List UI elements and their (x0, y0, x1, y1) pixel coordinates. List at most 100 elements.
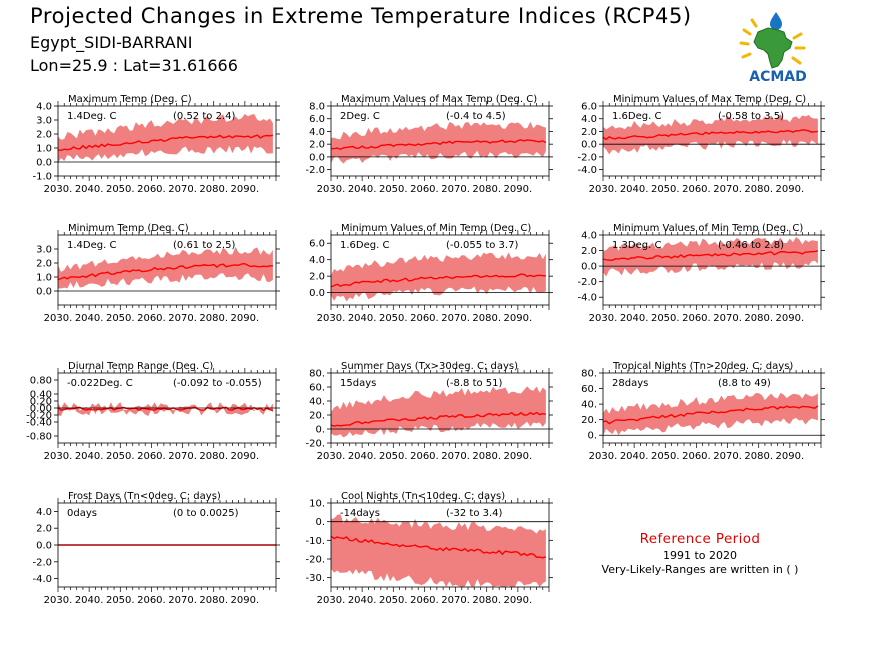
y-tick-label: 8.0 (309, 102, 325, 113)
median-line (330, 139, 547, 151)
x-tick-label: 2040. (75, 451, 104, 462)
chart-panel: -20.0.20.40.60.80.2030. 2040. 2050. 2060. 20… (305, 361, 553, 462)
y-tick-label: 2.0 (581, 246, 597, 257)
x-tick-label: 2060. (410, 595, 439, 606)
plot-frame (602, 105, 822, 177)
y-tick-label: 0.0 (581, 140, 597, 151)
chart-title: Minimum Values of Min Temp (Deg. C) (341, 223, 531, 234)
chart-title: Maximum Temp (Deg. C) (68, 94, 192, 105)
x-tick-label: 2090. (231, 184, 260, 195)
chart-value-label: 28days (612, 378, 648, 389)
x-tick-label: 2030. (44, 184, 73, 195)
x-tick-label: 2040. (348, 313, 377, 324)
x-tick-label: 2060. (137, 184, 166, 195)
y-tick-label: 3.0 (36, 116, 52, 127)
y-tick-label: 0. (587, 431, 597, 442)
median-line (602, 129, 818, 141)
sun-rays-icon (739, 18, 806, 65)
page-title: Projected Changes in Extreme Temperature… (30, 4, 692, 28)
x-tick-label: 2080. (472, 313, 501, 324)
chart-title: Diurnal Temp Range (Deg. C) (68, 361, 213, 372)
chart-title: Maximum Values of Max Temp (Deg. C) (341, 94, 537, 105)
x-tick-label: 2070. (713, 313, 742, 324)
y-tick-label: 4.0 (309, 127, 325, 138)
y-tick-label: 80. (309, 369, 325, 380)
chart-title: Minimum Temp (Deg. C) (68, 223, 189, 234)
x-tick-label: 2080. (199, 313, 228, 324)
y-tick-label: 6.0 (309, 239, 325, 250)
chart-title: Minimum Values of Max Temp (Deg. C) (613, 94, 806, 105)
x-tick-label: 2070. (713, 451, 742, 462)
likely-range-band (331, 514, 546, 587)
chart-value-label: -0.022Deg. C (67, 378, 133, 389)
y-tick-label: 0.0 (36, 287, 52, 298)
x-tick-label: 2060. (410, 451, 439, 462)
y-tick-label: 6.0 (581, 102, 597, 113)
chart-value-label: 15days (340, 378, 376, 389)
chart-range-label: (-0.46 to 2.8) (718, 240, 784, 251)
median-line (330, 411, 547, 427)
x-tick-label: 2060. (410, 313, 439, 324)
median-line (602, 250, 819, 261)
y-tick-label: -30. (305, 573, 325, 584)
x-tick-label: 2030. (44, 595, 73, 606)
y-tick-label: -20. (305, 555, 325, 566)
y-tick-label: 40. (581, 400, 597, 411)
likely-range-band (331, 121, 546, 164)
y-tick-label: 20. (581, 415, 597, 426)
y-tick-label: 2.0 (309, 272, 325, 283)
chart-value-label: 2Deg. C (340, 111, 380, 122)
chart-range-label: (-0.092 to -0.055) (173, 378, 262, 389)
acmad-logo: ACMAD (739, 12, 807, 84)
x-tick-label: 2050. (651, 451, 680, 462)
x-tick-label: 2070. (168, 451, 197, 462)
x-tick-label: 2070. (168, 184, 197, 195)
y-tick-label: 0.20 (30, 397, 52, 408)
x-tick-label: 2090. (231, 595, 260, 606)
x-tick-label: 2030. (317, 451, 346, 462)
x-tick-label: 2090. (504, 595, 533, 606)
station-name: Egypt_SIDI-BARRANI (30, 33, 193, 52)
x-tick-label: 2080. (199, 184, 228, 195)
chart-panel: -4.0 -2.0 0.0 2.0 4.0 2030. 2040. 2050. 2060. 207… (577, 223, 825, 324)
x-tick-label: 2050. (106, 184, 135, 195)
chart-panel: 0.0 2.0 4.0 6.0 2030. 2040. 2050. 2060. 2070. 208… (309, 223, 553, 324)
chart-range-label: (-8.8 to 51) (446, 378, 503, 389)
x-tick-label: 2040. (620, 184, 649, 195)
y-tick-label: 4.0 (309, 255, 325, 266)
chart-panel: 0.20.40.60.80.2030. 2040. 2050. 2060. 2070. 2… (581, 361, 825, 462)
chart-panel: -30. -20. -10. 0. 10. 2030. 2040. 2050. 2060. 207… (305, 491, 553, 606)
y-tick-label: -4.0 (577, 293, 597, 304)
reference-period-label: Reference Period (639, 531, 761, 547)
x-tick-label: 2070. (168, 313, 197, 324)
x-tick-label: 2050. (379, 184, 408, 195)
x-tick-label: 2080. (199, 451, 228, 462)
chart-value-label: -14days (340, 508, 380, 519)
reference-period-years: 1991 to 2020 (662, 549, 738, 562)
likely-range-band (58, 113, 273, 163)
x-tick-label: 2080. (472, 451, 501, 462)
x-tick-label: 2050. (379, 451, 408, 462)
y-tick-label: -10. (305, 536, 325, 547)
y-tick-label: 0.80 (30, 376, 52, 387)
x-tick-label: 2040. (348, 595, 377, 606)
x-tick-label: 2040. (348, 184, 377, 195)
x-tick-label: 2050. (379, 313, 408, 324)
y-tick-label: -2.0 (305, 165, 325, 176)
x-tick-label: 2060. (410, 184, 439, 195)
x-tick-label: 2040. (620, 313, 649, 324)
x-tick-label: 2090. (776, 184, 805, 195)
y-tick-label: -4.0 (577, 165, 597, 176)
plot-frame (330, 372, 550, 444)
y-tick-label: 0.0 (36, 158, 52, 169)
x-tick-label: 2060. (137, 451, 166, 462)
likely-range-band (58, 246, 273, 289)
likely-range-band (603, 392, 818, 437)
chart-panel: 0.0 1.0 2.0 3.0 2030. 2040. 2050. 2060. 2070. 208… (36, 223, 280, 324)
y-tick-label: 4.0 (36, 102, 52, 113)
y-tick-label: 0.40 (30, 390, 52, 401)
chart-range-label: (0.61 to 2.5) (173, 240, 235, 251)
x-tick-label: 2050. (379, 595, 408, 606)
y-tick-label: -1.0 (32, 172, 52, 183)
